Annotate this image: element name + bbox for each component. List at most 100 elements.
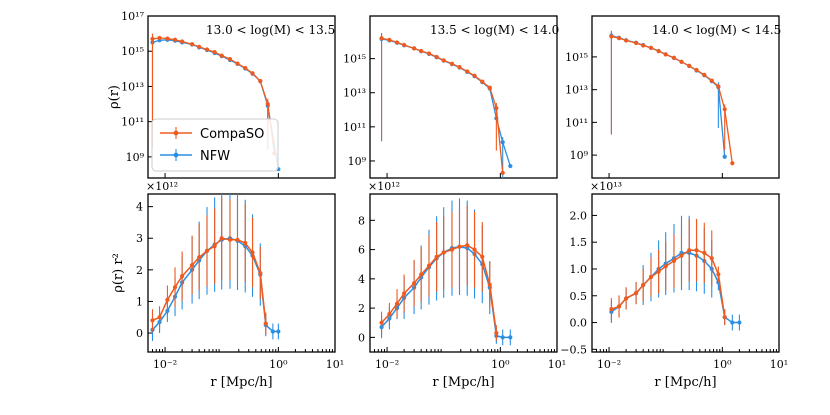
nfw-point [737, 320, 742, 325]
y-tick-label: 0.5 [570, 290, 588, 303]
axes-frame [369, 193, 558, 353]
y-tick-label: 10¹³ [121, 80, 144, 93]
compaso-point [250, 71, 255, 76]
y-tick-label: 2 [358, 302, 365, 315]
compaso-point [679, 59, 684, 64]
compaso-line-bottom [611, 249, 726, 318]
nfw-point [500, 335, 505, 340]
compaso-point [465, 243, 470, 248]
compaso-point [679, 253, 684, 258]
compaso-point [250, 250, 255, 255]
x-tick-label: 10⁰ [491, 358, 510, 371]
nfw-point [270, 329, 275, 334]
compaso-point [609, 307, 614, 312]
x-tick-label: 10¹ [548, 358, 566, 371]
x-axis-label: r [Mpc/h] [654, 375, 716, 390]
y-tick-label: 10¹⁷ [121, 10, 144, 23]
compaso-point [449, 247, 455, 252]
y-tick-label: 10¹⁵ [121, 45, 144, 58]
panel-bottom-2: ×10¹² 0 2 4 6 8 10⁻² 10⁰ 10¹ r [Mpc/h] [358, 180, 566, 390]
compaso-point [189, 263, 195, 268]
compaso-point [411, 281, 417, 286]
y-axis-label-top: ρ(r) [107, 85, 122, 109]
compaso-point [265, 101, 270, 107]
compaso-point [394, 301, 400, 306]
axes-frame [591, 15, 780, 179]
compaso-point [150, 318, 155, 323]
compaso-point [258, 270, 263, 276]
nfw-point [722, 154, 727, 159]
x-tick-label: 10⁰ [269, 358, 288, 371]
compaso-point [263, 321, 268, 326]
y-tick-label: 10¹¹ [343, 121, 366, 134]
compaso-point [641, 43, 646, 48]
y-tick-label: 8 [358, 214, 365, 227]
compaso-point [379, 320, 384, 325]
compaso-point [387, 311, 392, 317]
x-tick-label: 10⁰ [713, 358, 732, 371]
x-tick-label: 10¹ [326, 358, 344, 371]
compaso-line-top [381, 37, 504, 173]
compaso-point [480, 254, 485, 260]
compaso-point [472, 247, 477, 252]
compaso-point [243, 240, 248, 246]
compaso-point [694, 67, 699, 73]
compaso-point [434, 54, 439, 60]
panel-bottom-3: ×10¹³ −0.5 0.0 0.5 1.0 1.5 2.0 10⁻² 10⁰ 10¹ r [Mpc… [560, 180, 788, 390]
compaso-point [180, 274, 185, 279]
y-tick-label: 10¹¹ [121, 116, 144, 129]
compaso-point [157, 35, 162, 41]
compaso-point [426, 263, 432, 268]
compaso-point [204, 248, 210, 253]
legend-label: NFW [200, 149, 230, 164]
x-axis-label: r [Mpc/h] [432, 375, 494, 390]
nfw-point [508, 163, 513, 169]
compaso-point [663, 264, 668, 269]
compaso-point [487, 282, 492, 287]
compaso-line-top [611, 35, 733, 164]
y-tick-label: 6 [358, 244, 365, 257]
compaso-point [235, 61, 240, 66]
compaso-point [616, 35, 622, 41]
compaso-point [243, 65, 248, 71]
legend: CompaSO NFW [151, 118, 279, 172]
panel-top-3: 10⁹ 10¹¹ 10¹³ 10¹⁵ 14.0 < log(M) < 14.5 [565, 15, 781, 179]
compaso-point [465, 69, 470, 74]
compaso-point [457, 244, 462, 249]
compaso-point [441, 250, 446, 255]
compaso-point [716, 84, 721, 89]
compaso-point [656, 269, 661, 274]
y-tick-label: 0.0 [570, 317, 588, 330]
compaso-point [663, 52, 668, 57]
compaso-point [394, 40, 400, 45]
compaso-point [702, 72, 707, 78]
nfw-point [730, 320, 735, 325]
compaso-point [648, 274, 654, 280]
y-tick-label: 10⁹ [570, 149, 589, 162]
axes-frame [591, 193, 780, 353]
compaso-point [656, 49, 661, 54]
compaso-point [197, 255, 202, 260]
compaso-point [387, 37, 392, 42]
nfw-point [276, 329, 281, 334]
compaso-point [633, 40, 639, 46]
x-tick-label: 10⁻² [375, 358, 399, 371]
compaso-point [419, 48, 424, 54]
nfw-point [508, 335, 513, 340]
compaso-point [150, 36, 155, 41]
compaso-point [219, 236, 224, 241]
panel-label: 14.0 < log(M) < 14.5 [652, 23, 781, 37]
y-tick-label: 4 [358, 273, 365, 286]
compaso-point [402, 291, 407, 296]
x-tick-label: 10⁻² [597, 358, 621, 371]
compaso-point [157, 315, 162, 320]
compaso-point [434, 254, 439, 260]
compaso-point [402, 42, 407, 48]
axis-multiplier: ×10¹² [368, 180, 400, 193]
compaso-point [227, 237, 233, 242]
compaso-point [687, 248, 692, 253]
compaso-point [624, 296, 629, 301]
y-tick-label: 2 [136, 264, 143, 277]
axes-frame [369, 15, 558, 179]
